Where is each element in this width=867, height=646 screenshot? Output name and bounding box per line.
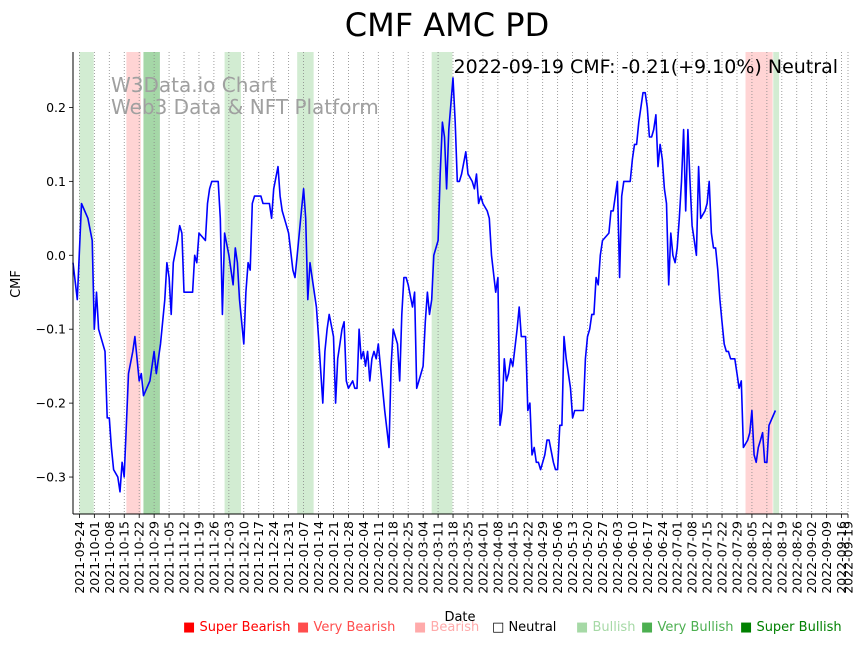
sentiment-band-very-bullish	[143, 52, 160, 514]
x-tick-label: 2021-12-31	[281, 521, 296, 594]
x-tick-label: 2021-12-24	[266, 521, 281, 594]
legend-item-very-bearish: ■ Very Bearish	[297, 620, 395, 635]
chart-title: CMF AMC PD	[345, 6, 549, 44]
x-tick-label: 2022-07-29	[729, 521, 744, 594]
x-tick-label: 2021-11-26	[206, 521, 221, 594]
y-tick-label: −0.3	[36, 470, 66, 485]
legend-label: Very Bearish	[313, 620, 396, 635]
x-tick-label: 2022-03-04	[416, 521, 431, 594]
legend-swatch: □	[492, 620, 505, 635]
x-tick-label: 2022-07-15	[700, 521, 715, 594]
x-tick-label: 2021-12-10	[236, 521, 251, 594]
x-tick-label: 2021-11-19	[191, 521, 206, 594]
x-tick-label: 2022-01-21	[326, 521, 341, 594]
x-tick-label: 2021-10-29	[147, 521, 162, 594]
y-tick-label: −0.1	[36, 322, 66, 337]
x-tick-label: 2022-05-06	[550, 521, 565, 594]
legend-swatch: ■	[297, 620, 310, 635]
y-tick-label: 0.2	[46, 100, 66, 115]
x-tick-label: 2022-08-05	[744, 521, 759, 594]
sentiment-band-bullish	[79, 52, 94, 514]
x-tick-label: 2022-09-09	[819, 521, 834, 594]
legend-item-neutral: □ Neutral	[492, 620, 556, 635]
x-tick-label: 2022-04-29	[535, 521, 550, 594]
x-tick-label: 2022-07-22	[715, 521, 730, 594]
x-tick-label: 2022-03-18	[446, 521, 461, 594]
x-tick-label: 2022-05-20	[580, 521, 595, 594]
y-tick-label: 0.1	[46, 174, 66, 189]
legend-item-super-bullish: ■ Super Bullish	[740, 620, 842, 635]
legend-swatch: ■	[183, 620, 196, 635]
x-tick-label: 2021-10-08	[102, 521, 117, 594]
x-tick-label: 2022-05-27	[595, 521, 610, 594]
x-tick-label: 2022-06-10	[625, 521, 640, 594]
x-tick-label: 2021-09-24	[72, 521, 87, 594]
x-axis-label: Date	[444, 610, 475, 625]
x-tick-label: 2022-01-14	[311, 521, 326, 594]
series-layer	[72, 77, 777, 493]
sentiment-band-bullish	[297, 52, 314, 514]
x-tick-label: 2022-04-15	[505, 521, 520, 594]
legend-label: Super Bearish	[199, 620, 291, 635]
x-tick-label: 2021-11-05	[162, 521, 177, 594]
watermark-line-1: W3Data.io Chart	[111, 73, 277, 97]
x-tick-label: 2021-11-12	[177, 521, 192, 594]
legend-item-bullish: ■ Bullish	[576, 620, 635, 635]
latest-value-annotation: 2022-09-19 CMF: -0.21(+9.10%) Neutral	[454, 56, 838, 78]
x-tick-label: 2022-02-25	[401, 521, 416, 594]
x-tick-label: 2022-02-04	[356, 521, 371, 594]
legend-label: Very Bullish	[657, 620, 734, 635]
x-tick-label: 2022-01-28	[341, 521, 356, 594]
x-tick-label: 2022-09-02	[804, 521, 819, 594]
legend-swatch: ■	[641, 620, 654, 635]
x-tick-label: 2022-02-11	[371, 521, 386, 594]
vertical-grid	[79, 52, 849, 514]
x-tick-label: 2021-12-17	[251, 521, 266, 594]
x-tick-label: 2022-03-25	[460, 521, 475, 594]
x-tick-label: 2022-09-16	[834, 521, 849, 594]
x-tick-label: 2022-05-13	[565, 521, 580, 594]
legend-item-very-bullish: ■ Very Bullish	[641, 620, 734, 635]
x-tick-label: 2022-06-24	[655, 521, 670, 594]
sentiment-legend: ■ Super Bearish ■ Very Bearish ■ Bearish…	[0, 620, 867, 640]
y-axis-label: CMF	[9, 270, 24, 298]
legend-swatch: ■	[576, 620, 589, 635]
x-tick-label: 2022-04-22	[520, 521, 535, 594]
x-tick-label: 2021-12-03	[221, 521, 236, 594]
legend-swatch: ■	[414, 620, 427, 635]
x-tick-label: 2021-10-15	[117, 521, 132, 594]
cmf-series-line	[72, 77, 777, 493]
axes: 2021-09-24 2021-10-01 2021-10-08 2021-10-15…	[36, 52, 856, 594]
sentiment-band-bearish	[126, 52, 141, 514]
legend-label: Bearish	[430, 620, 480, 635]
x-tick-label: 2022-06-17	[640, 521, 655, 594]
x-tick-label: 2022-08-26	[789, 521, 804, 594]
x-tick-label: 2022-07-01	[670, 521, 685, 594]
x-tick-label: 2022-08-19	[774, 521, 789, 594]
x-tick-label: 2021-10-01	[87, 521, 102, 594]
x-tick-label: 2022-07-08	[685, 521, 700, 594]
x-tick-label: 2022-09-19	[841, 521, 856, 594]
watermark-line-2: Web3 Data & NFT Platform	[111, 95, 379, 119]
y-tick-label: 0.0	[46, 248, 66, 263]
x-tick-label: 2022-08-12	[759, 521, 774, 594]
x-tick-label: 2022-02-18	[386, 521, 401, 594]
x-tick-label: 2022-03-11	[431, 521, 446, 594]
x-tick-label: 2022-04-01	[475, 521, 490, 594]
x-tick-label: 2022-04-08	[490, 521, 505, 594]
legend-label: Bullish	[592, 620, 636, 635]
legend-item-super-bearish: ■ Super Bearish	[183, 620, 291, 635]
legend-label: Neutral	[508, 620, 557, 635]
x-tick-label: 2022-06-03	[610, 521, 625, 594]
y-tick-label: −0.2	[36, 396, 66, 411]
x-tick-label: 2022-01-07	[296, 521, 311, 594]
sentiment-band-bullish	[773, 52, 780, 514]
legend-label: Super Bullish	[756, 620, 842, 635]
legend-item-bearish: ■ Bearish	[414, 620, 479, 635]
x-tick-label: 2021-10-22	[132, 521, 147, 594]
legend-swatch: ■	[740, 620, 753, 635]
